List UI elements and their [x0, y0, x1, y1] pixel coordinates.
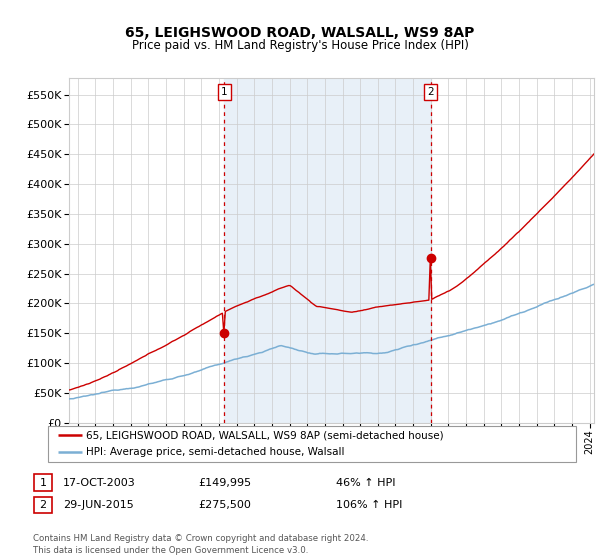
Text: 17-OCT-2003: 17-OCT-2003 [63, 478, 136, 488]
Text: 2: 2 [40, 500, 46, 510]
Text: 2: 2 [427, 87, 434, 97]
FancyBboxPatch shape [34, 474, 52, 491]
Text: 65, LEIGHSWOOD ROAD, WALSALL, WS9 8AP: 65, LEIGHSWOOD ROAD, WALSALL, WS9 8AP [125, 26, 475, 40]
Text: 29-JUN-2015: 29-JUN-2015 [63, 500, 134, 510]
Text: £275,500: £275,500 [198, 500, 251, 510]
FancyBboxPatch shape [48, 426, 576, 462]
Text: 106% ↑ HPI: 106% ↑ HPI [336, 500, 403, 510]
Text: 1: 1 [40, 478, 46, 488]
Text: £149,995: £149,995 [198, 478, 251, 488]
Text: 1: 1 [221, 87, 227, 97]
Text: 46% ↑ HPI: 46% ↑ HPI [336, 478, 395, 488]
FancyBboxPatch shape [34, 497, 52, 514]
Text: 65, LEIGHSWOOD ROAD, WALSALL, WS9 8AP (semi-detached house): 65, LEIGHSWOOD ROAD, WALSALL, WS9 8AP (s… [86, 431, 443, 440]
Text: Contains HM Land Registry data © Crown copyright and database right 2024.
This d: Contains HM Land Registry data © Crown c… [33, 534, 368, 555]
Text: Price paid vs. HM Land Registry's House Price Index (HPI): Price paid vs. HM Land Registry's House … [131, 39, 469, 53]
Bar [224, 78, 431, 423]
Text: HPI: Average price, semi-detached house, Walsall: HPI: Average price, semi-detached house,… [86, 447, 344, 457]
